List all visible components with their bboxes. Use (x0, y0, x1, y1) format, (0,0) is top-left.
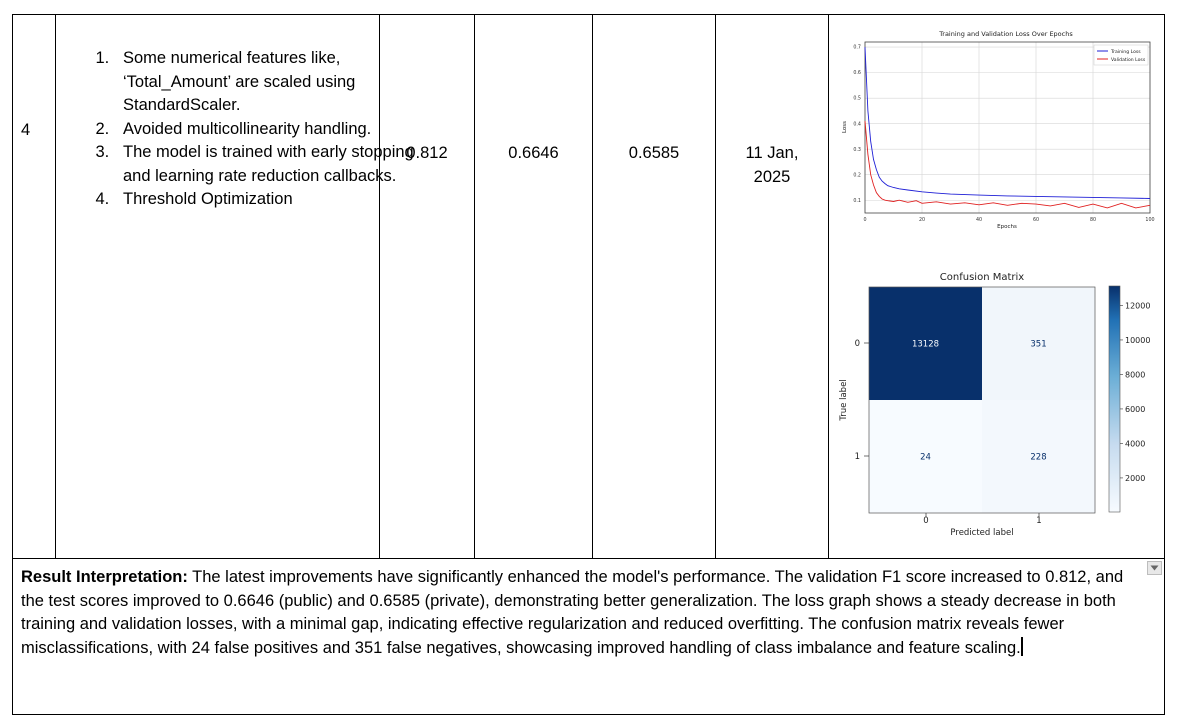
y-tick-label: 0.2 (853, 172, 861, 178)
private-score: 0.6585 (628, 144, 680, 162)
x-tick-label: 80 (1090, 217, 1096, 223)
colorbar (1108, 285, 1121, 513)
y-tick: 0 (855, 339, 860, 349)
x-axis-label: Predicted label (950, 528, 1013, 538)
matrix-cell (982, 400, 1095, 513)
matrix-cell (869, 287, 982, 400)
x-tick: 0 (923, 516, 928, 526)
y-tick-label: 0.7 (853, 45, 861, 51)
chart-title: Training and Validation Loss Over Epochs (938, 30, 1073, 38)
validation-f1-score: 0.812 (406, 144, 448, 162)
column-divider (379, 15, 380, 558)
column-divider (592, 15, 593, 558)
cell-value: 351 (1030, 340, 1046, 350)
cell-value: 24 (920, 453, 931, 463)
list-item: The model is trained with early stopping… (123, 141, 423, 188)
matrix-frame (868, 286, 1096, 514)
x-axis-label: Epochs (997, 224, 1017, 230)
date-line: 11 Jan, (745, 144, 799, 162)
cell-value: 228 (1030, 453, 1046, 463)
y-tick-label: 0.3 (853, 147, 861, 153)
interpretation-text: The latest improvements have significant… (21, 568, 1124, 657)
plot-frame (864, 41, 1151, 214)
row-divider (13, 558, 1164, 559)
confusion-matrix-chart: Confusion Matrix 13128 351 24 228 0 1 Predi… (839, 272, 1150, 538)
submission-date: 11 Jan, 2025 (716, 142, 828, 189)
legend-box (1093, 44, 1149, 66)
list-item: Avoided multicollinearity handling. (123, 118, 423, 142)
cell-value: 13128 (912, 340, 939, 350)
x-tick-label: 100 (1145, 217, 1154, 223)
row-number: 4 (21, 121, 31, 139)
colorbar-tick-label: 8000 (1125, 370, 1145, 379)
y-tick-label: 0.1 (853, 198, 861, 204)
y-tick-label: 0.6 (853, 70, 861, 76)
y-tick: 1 (855, 452, 860, 462)
matrix-cell (982, 287, 1095, 400)
colorbar-tick-label: 2000 (1125, 474, 1145, 483)
x-tick-label: 60 (1033, 217, 1039, 223)
x-tick-label: 20 (919, 217, 925, 223)
column-divider (55, 15, 56, 558)
column-divider (474, 15, 475, 558)
colorbar-tick-label: 10000 (1125, 336, 1150, 345)
result-interpretation[interactable]: Result Interpretation: The latest improv… (21, 566, 1146, 660)
results-table: 4 Some numerical features like, ‘Total_A… (12, 14, 1165, 715)
legend: Training Loss Validation Loss (1093, 44, 1149, 66)
changes-list: Some numerical features like, ‘Total_Amo… (79, 47, 423, 212)
x-tick-label: 40 (976, 217, 982, 223)
list-item: Some numerical features like, ‘Total_Amo… (123, 47, 423, 118)
colorbar-tick-label: 6000 (1125, 405, 1145, 414)
chevron-down-icon (1150, 565, 1159, 571)
legend-validation-label: Validation Loss (1111, 57, 1146, 63)
colorbar-tick-label: 4000 (1125, 439, 1145, 448)
loss-chart: Training and Validation Loss Over Epochs… (842, 30, 1155, 230)
y-axis-label: True label (839, 379, 849, 421)
y-tick-label: 0.5 (853, 96, 861, 102)
training-loss-line (864, 47, 1151, 199)
colorbar-tick-label: 12000 (1125, 301, 1150, 310)
x-tick: 1 (1036, 516, 1041, 526)
column-divider (715, 15, 716, 558)
list-item: Threshold Optimization (123, 188, 423, 212)
chart-title: Confusion Matrix (940, 272, 1024, 283)
interpretation-label: Result Interpretation: (21, 568, 188, 586)
validation-loss-line (864, 121, 1151, 209)
chevron-down-icon[interactable] (1147, 561, 1162, 575)
y-axis-label: Loss (842, 121, 848, 133)
text-cursor (1020, 636, 1023, 656)
y-tick-label: 0.4 (853, 121, 861, 127)
public-score: 0.6646 (508, 144, 559, 162)
column-divider (828, 15, 829, 558)
legend-training-label: Training Loss (1110, 49, 1141, 55)
matrix-cell (869, 400, 982, 513)
date-line: 2025 (753, 167, 791, 186)
x-tick-label: 0 (863, 217, 866, 223)
